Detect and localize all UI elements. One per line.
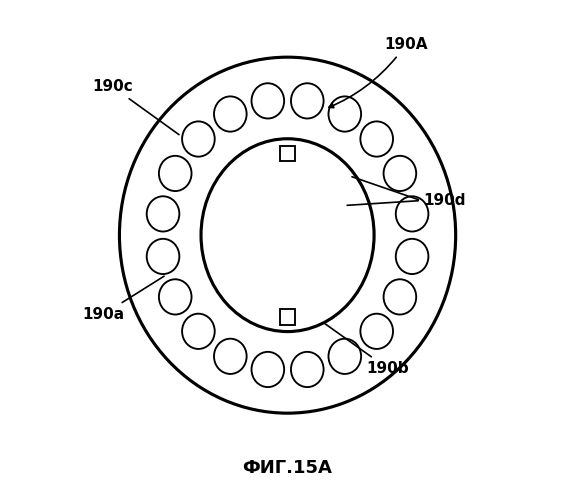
Text: 190A: 190A [329,38,428,108]
Ellipse shape [252,83,284,118]
Ellipse shape [360,122,393,156]
Ellipse shape [159,156,191,191]
Text: 190a: 190a [82,276,164,322]
Text: 190d: 190d [424,193,466,208]
Ellipse shape [396,239,428,274]
Ellipse shape [214,338,247,374]
Ellipse shape [182,314,215,349]
Ellipse shape [384,156,416,191]
Ellipse shape [291,83,324,118]
Ellipse shape [329,96,361,132]
Bar [280,309,295,324]
Ellipse shape [384,280,416,314]
Ellipse shape [329,338,361,374]
Text: ФИГ.15А: ФИГ.15А [243,458,332,476]
Text: 190b: 190b [325,324,409,376]
Text: 190c: 190c [92,80,179,134]
Ellipse shape [214,96,247,132]
Ellipse shape [159,280,191,314]
Ellipse shape [252,352,284,387]
Ellipse shape [360,314,393,349]
Ellipse shape [291,352,324,387]
Ellipse shape [396,196,428,232]
Bar [280,146,295,162]
Ellipse shape [182,122,215,156]
Ellipse shape [147,239,180,274]
Ellipse shape [147,196,180,232]
